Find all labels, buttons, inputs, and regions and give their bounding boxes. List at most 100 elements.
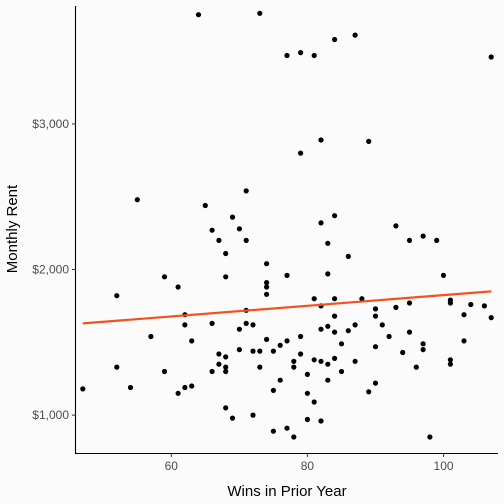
- data-point: [270, 348, 276, 354]
- data-point: [372, 380, 379, 386]
- data-point: [461, 312, 467, 318]
- x-axis-ticks: 60 80 100: [165, 453, 454, 473]
- data-point: [332, 355, 338, 361]
- data-point: [447, 300, 453, 306]
- data-point: [420, 233, 426, 239]
- data-point: [434, 237, 440, 243]
- data-point: [359, 296, 365, 302]
- y-axis-ticks: $1,000 $2,000 $3,000: [32, 117, 76, 422]
- data-point: [440, 272, 447, 278]
- data-point: [366, 138, 372, 144]
- data-point: [250, 322, 256, 328]
- data-point: [223, 405, 229, 411]
- data-point: [386, 333, 392, 340]
- data-point: [216, 361, 222, 367]
- data-point: [311, 52, 317, 59]
- data-point: [298, 351, 304, 357]
- data-point: [148, 333, 154, 340]
- data-point: [223, 250, 229, 257]
- data-point: [447, 361, 453, 367]
- data-point: [379, 322, 385, 328]
- data-point: [352, 358, 358, 364]
- data-point: [488, 54, 494, 60]
- data-point: [318, 220, 324, 226]
- data-point: [277, 342, 283, 348]
- y-tick-label: $3,000: [32, 117, 69, 131]
- data-point: [366, 389, 372, 395]
- data-point: [393, 304, 399, 310]
- data-point: [298, 50, 304, 56]
- data-point: [284, 338, 290, 344]
- data-point: [284, 425, 290, 431]
- data-point: [332, 329, 338, 335]
- data-point: [243, 237, 249, 243]
- data-point: [182, 322, 188, 328]
- data-point: [304, 416, 310, 423]
- data-point: [134, 197, 140, 203]
- data-point: [189, 383, 195, 389]
- data-point: [243, 320, 249, 326]
- x-tick-label: 80: [301, 459, 315, 473]
- data-point: [161, 274, 168, 280]
- data-point: [318, 137, 324, 143]
- y-axis-title: Monthly Rent: [4, 184, 21, 273]
- data-point: [161, 368, 168, 375]
- data-point: [216, 237, 222, 243]
- data-point: [352, 32, 358, 38]
- data-point: [325, 377, 331, 383]
- data-point: [257, 364, 263, 370]
- data-point: [406, 237, 413, 243]
- data-point: [338, 368, 345, 375]
- data-point: [447, 357, 453, 363]
- data-point: [311, 296, 317, 302]
- data-point: [461, 338, 467, 344]
- x-tick-label: 60: [165, 459, 179, 473]
- trend-line: [82, 290, 492, 325]
- y-tick-label: $1,000: [32, 408, 69, 422]
- data-point: [236, 347, 242, 353]
- data-point: [270, 428, 276, 434]
- data-point: [264, 280, 270, 286]
- x-tick-label: 100: [434, 459, 454, 473]
- data-point: [298, 150, 304, 156]
- data-point: [257, 348, 263, 354]
- data-point: [284, 272, 290, 278]
- data-point: [175, 390, 181, 396]
- data-point: [338, 341, 345, 347]
- x-axis-title: Wins in Prior Year: [227, 483, 346, 500]
- data-point: [352, 322, 358, 328]
- data-point: [345, 253, 351, 259]
- data-point: [298, 333, 304, 340]
- data-point: [209, 368, 215, 375]
- data-point: [332, 313, 338, 319]
- data-point: [264, 291, 270, 297]
- data-point: [182, 384, 188, 391]
- data-point: [372, 313, 379, 319]
- data-point: [229, 214, 236, 220]
- data-point: [318, 418, 324, 424]
- data-point: [189, 338, 195, 344]
- data-point: [311, 399, 317, 405]
- data-point: [420, 341, 426, 347]
- data-point: [229, 415, 236, 421]
- data-point: [114, 293, 120, 299]
- data-point: [264, 284, 270, 290]
- data-point: [264, 261, 270, 267]
- data-point: [325, 323, 331, 329]
- data-point: [318, 358, 324, 364]
- data-point: [372, 306, 379, 312]
- data-point: [345, 328, 351, 334]
- data-point: [127, 384, 134, 391]
- data-point: [250, 348, 256, 354]
- data-point: [236, 326, 242, 332]
- data-point: [195, 12, 202, 18]
- data-point: [413, 364, 419, 370]
- data-point: [406, 329, 413, 335]
- data-point: [393, 223, 399, 229]
- data-point: [468, 301, 474, 308]
- data-point: [216, 351, 222, 357]
- data-point: [488, 315, 494, 321]
- data-point: [332, 213, 338, 219]
- data-point: [325, 240, 331, 246]
